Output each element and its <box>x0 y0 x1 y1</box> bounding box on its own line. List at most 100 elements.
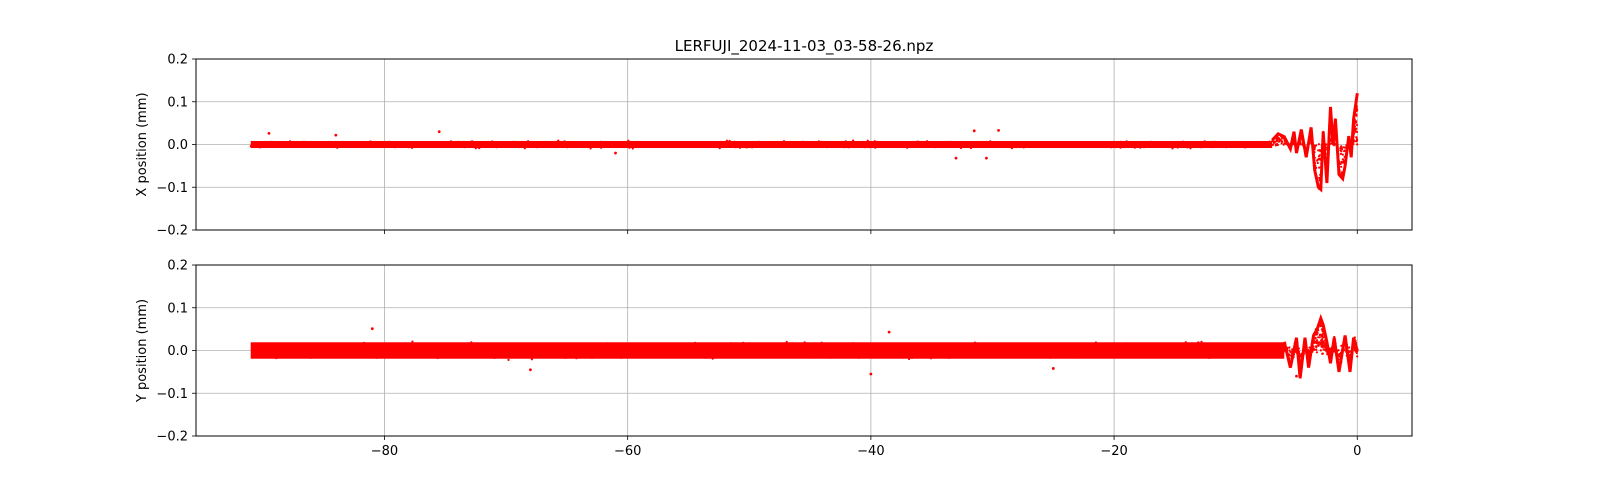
scatter-point <box>544 355 548 358</box>
scatter-point <box>514 144 517 147</box>
scatter-point <box>562 142 565 145</box>
scatter-point <box>1339 358 1342 361</box>
x-axis: −80 −60 −40 −20 0 <box>371 436 1361 459</box>
scatter-point <box>657 355 660 358</box>
scatter-point <box>286 342 289 346</box>
scatter-point <box>255 346 259 349</box>
scatter-point <box>1232 345 1235 348</box>
outlier-point <box>614 151 617 155</box>
scatter-point <box>1085 353 1089 356</box>
scatter-point <box>1192 348 1195 351</box>
scatter-point <box>612 143 615 146</box>
scatter-point <box>495 346 498 349</box>
scatter-point <box>1141 143 1144 146</box>
scatter-point <box>969 146 973 150</box>
scatter-point <box>1102 347 1105 350</box>
scatter-point <box>1319 158 1322 161</box>
scatter-point <box>1215 145 1218 148</box>
scatter-point <box>794 345 797 348</box>
scatter-point <box>1247 350 1250 353</box>
scatter-point <box>464 144 467 148</box>
scatter-point <box>1032 144 1036 147</box>
scatter-point <box>821 347 824 350</box>
scatter-point <box>1322 137 1325 140</box>
scatter-point <box>388 349 391 352</box>
scatter-point <box>748 347 752 350</box>
scatter-point <box>1313 339 1316 342</box>
scatter-point <box>1003 348 1006 351</box>
scatter-point <box>391 142 394 146</box>
scatter-point <box>1004 142 1007 145</box>
scatter-point <box>511 347 514 350</box>
scatter-point <box>1107 352 1110 355</box>
scatter-point <box>554 350 557 353</box>
scatter-point <box>1201 143 1204 146</box>
scatter-point <box>1334 118 1337 121</box>
scatter-point <box>939 343 942 346</box>
scatter-point <box>385 141 388 144</box>
scatter-point <box>628 146 631 149</box>
scatter-point <box>834 354 837 358</box>
scatter-point <box>307 145 310 148</box>
scatter-point <box>599 140 602 143</box>
scatter-point <box>1197 341 1200 344</box>
scatter-point <box>1314 166 1317 169</box>
scatter-point <box>750 354 753 357</box>
scatter-point <box>1216 354 1219 357</box>
scatter-point <box>1341 346 1344 349</box>
scatter-point <box>1314 328 1317 331</box>
scatter-point <box>952 348 955 351</box>
scatter-point <box>394 351 397 354</box>
scatter-point <box>1318 176 1321 179</box>
scatter-point <box>963 346 966 349</box>
scatter-point <box>430 353 433 357</box>
scatter-point <box>340 346 344 349</box>
scatter-point <box>1021 350 1024 353</box>
scatter-point <box>470 341 473 344</box>
scatter-point <box>1226 141 1229 144</box>
scatter-point <box>566 343 569 346</box>
scatter-point <box>1227 144 1231 148</box>
scatter-point <box>899 144 902 147</box>
scatter-point <box>307 351 310 354</box>
scatter-point <box>1119 352 1122 355</box>
scatter-point <box>1330 135 1334 138</box>
scatter-point <box>1249 142 1252 145</box>
scatter-point <box>1046 143 1049 146</box>
scatter-point <box>356 145 359 148</box>
scatter-point <box>730 342 733 345</box>
scatter-point <box>925 140 929 143</box>
scatter-point <box>948 356 951 359</box>
scatter-point <box>1108 343 1111 346</box>
scatter-point <box>503 354 506 357</box>
scatter-point <box>955 142 959 145</box>
scatter-point <box>1307 143 1310 146</box>
scatter-point <box>816 142 820 145</box>
scatter-point <box>644 348 647 351</box>
scatter-point <box>1328 140 1331 143</box>
scatter-point <box>1223 352 1226 355</box>
scatter-point <box>932 352 936 355</box>
x-tick-label: −80 <box>371 444 398 459</box>
scatter-point <box>908 357 911 361</box>
scatter-point <box>1006 350 1009 353</box>
scatter-point <box>674 350 678 353</box>
scatter-point <box>996 348 999 352</box>
scatter-point <box>1094 346 1097 349</box>
scatter-point <box>677 348 680 351</box>
scatter-point <box>1251 349 1254 352</box>
scatter-point <box>337 356 341 359</box>
scatter-point <box>643 351 646 354</box>
scatter-point <box>789 350 792 353</box>
scatter-point <box>995 145 998 148</box>
scatter-point <box>742 346 746 350</box>
scatter-point <box>865 354 869 357</box>
scatter-point <box>1182 351 1185 354</box>
scatter-point <box>877 345 880 348</box>
scatter-point <box>426 143 429 146</box>
scatter-point <box>949 140 952 143</box>
scatter-point <box>306 141 309 144</box>
scatter-point <box>829 356 832 359</box>
scatter-point <box>467 342 470 345</box>
scatter-point <box>1042 143 1045 146</box>
